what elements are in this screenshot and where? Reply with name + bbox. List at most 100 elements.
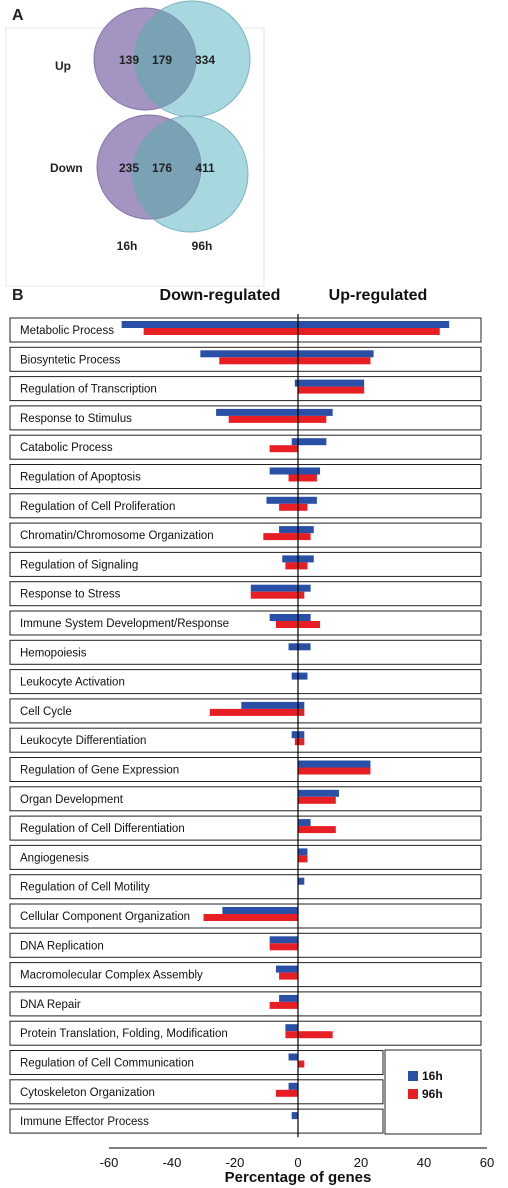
category-row-box [9,464,482,489]
x-tick-label: -20 [226,1155,245,1170]
category-label: Regulation of Apoptosis [20,472,141,484]
category-label: Metabolic Process [20,325,114,337]
legend-label-96h: 96h [422,1087,443,1101]
bar-16h-down [279,526,298,534]
category-label: Regulation of Cell Differentiation [20,823,185,835]
venn-row-label-down: Down [50,161,83,175]
category-label: Regulation of Cell Proliferation [20,501,175,513]
category-label: Regulation of Cell Motility [20,882,150,894]
category-label: Leukocyte Differentiation [20,735,146,747]
bar-96h-down [288,474,298,482]
legend-swatch-96h [408,1089,418,1099]
bar-16h-down [291,731,298,739]
bar-96h-up [298,826,336,834]
category-row-box [9,493,482,519]
bar-96h-up [298,1031,333,1039]
bar-96h-down [250,591,298,599]
category-rows: Metabolic Process Biosyntetic Process Regu… [9,317,482,1134]
category-row-box [9,551,482,577]
x-axis: -60 -40 -20 0 20 40 60 [100,1147,494,1170]
bar-96h-down [269,1001,298,1009]
x-tick-label: -60 [100,1155,119,1170]
bar-96h-down [269,445,298,453]
category-label: Angiogenesis [20,852,89,864]
category-label: Immune System Development/Response [20,618,229,630]
category-row-box [9,1108,384,1134]
bar-96h-up [298,1060,305,1068]
x-tick-label: 20 [354,1155,368,1170]
bars [121,314,450,1138]
bar-16h-up [298,614,311,621]
bar-96h-down [203,914,298,921]
legend-label-16h: 16h [422,1069,443,1083]
category-row-box [9,434,482,460]
panel-label-b: B [12,287,24,304]
category-row-box [9,757,482,782]
bar-96h-down [285,562,298,570]
bar-96h-down [275,1089,298,1097]
category-row-box [9,376,482,402]
category-row-box [9,1020,482,1046]
bar-96h-down [228,415,298,423]
bar-96h-down [263,533,298,541]
bar-16h-down [200,350,298,358]
bar-96h-down [219,357,298,365]
header-up-regulated: Up-regulated [329,287,428,304]
bar-16h-down [282,555,298,563]
bar-16h-down [269,936,298,944]
bar-96h-up [298,767,371,775]
venn-down: Down 235 176 411 [50,114,249,233]
bar-96h-down [209,708,298,716]
category-label: Hemopoiesis [20,647,87,659]
bar-96h-up [298,415,327,423]
category-label: Catabolic Process [20,442,113,454]
category-label: Response to Stress [20,589,121,601]
bar-16h-down [216,408,298,416]
bar-16h-down [291,1112,298,1120]
bar-16h-down [269,467,298,475]
venn-down-right-count: 411 [195,161,215,175]
bar-96h-down [269,943,298,951]
bar-16h-up [298,731,305,739]
bar-96h-up [298,386,365,394]
x-tick-label: 0 [294,1155,301,1170]
category-label: Cell Cycle [20,706,72,718]
bar-16h-down [250,584,298,592]
category-label: DNA Repair [20,999,81,1011]
venn-up-right-count: 334 [195,53,215,67]
venn-down-overlap [132,116,201,219]
category-row-box [9,639,482,665]
bar-16h-down [285,1024,298,1032]
bar-16h-down [121,321,298,328]
bar-96h-up [298,357,371,365]
bar-96h-down [275,621,298,628]
category-label: DNA Replication [20,940,104,952]
bar-96h-up [298,562,308,570]
bar-96h-up [298,738,305,746]
header-down-regulated: Down-regulated [160,287,281,304]
bar-16h-up [298,438,327,446]
bar-16h-up [298,467,321,475]
bar-16h-down [288,1082,298,1090]
category-row-box [9,727,482,753]
category-row-box [9,669,482,695]
category-label: Chromatin/Chromosome Organization [20,530,214,542]
x-tick-label: -40 [163,1155,182,1170]
category-row-box [9,815,482,841]
venn-up-overlap-count: 179 [152,53,172,67]
bar-16h-down [266,496,298,504]
bar-chart: B Down-regulated Up-regulated Metabolic … [9,287,494,1186]
category-row-box [9,932,482,958]
category-label: Regulation of Cell Communication [20,1058,194,1070]
category-label: Response to Stimulus [20,413,132,425]
category-label: Regulation of Gene Expression [20,765,179,777]
x-axis-label: Percentage of genes [225,1169,372,1186]
bar-16h-up [298,526,314,534]
category-label: Organ Development [20,794,124,806]
venn-panel: A Up 139 179 334 Down 235 176 411 16h 96… [5,0,265,287]
venn-up: Up 139 179 334 [55,0,251,118]
venn-set-label-96h: 96h [192,239,213,253]
bar-96h-up [298,708,305,716]
category-row-box [9,1079,384,1105]
category-row-box [9,991,482,1017]
